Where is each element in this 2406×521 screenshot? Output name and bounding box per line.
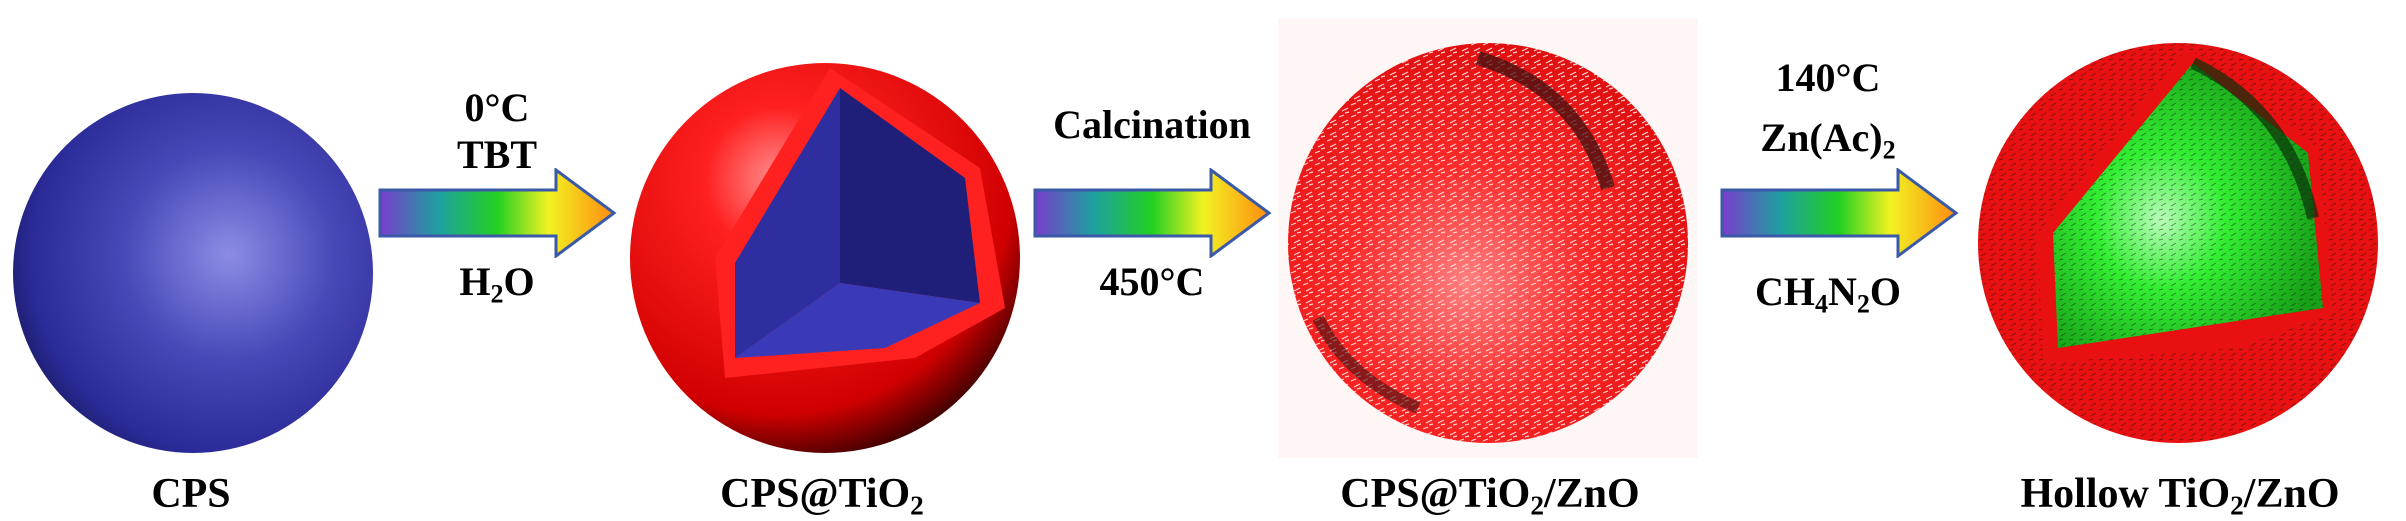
stage-label-cps: CPS [151, 471, 231, 517]
stage-label-cps-tio2-zno: CPS@TiO2/ZnO [1340, 471, 1640, 521]
stage-label-hollow-tio2-zno: Hollow TiO2/ZnO [2020, 471, 2340, 521]
step1-solvent: H2O [459, 259, 535, 309]
cps-tio2-zno-sphere [1278, 18, 1698, 458]
reaction-arrow-1 [378, 168, 617, 258]
reaction-arrow-3 [1720, 168, 1959, 258]
step2-process: Calcination [1053, 102, 1251, 147]
step2-temperature: 450°C [1099, 259, 1205, 304]
hollow-tio2-zno-sphere [1978, 43, 2378, 443]
stage-label-cps-tio2: CPS@TiO2 [720, 471, 924, 521]
step3-temperature: 140°C [1775, 55, 1881, 100]
step3-urea: CH4N2O [1754, 269, 1902, 319]
cps-tio2-sphere [630, 63, 1020, 453]
reaction-arrow-2 [1033, 168, 1272, 258]
step1-reagent: TBT [456, 132, 538, 177]
step3-zinc-precursor: Zn(Ac)2 [1760, 115, 1896, 165]
cps-sphere [13, 93, 373, 453]
step1-temperature: 0°C [464, 85, 530, 130]
